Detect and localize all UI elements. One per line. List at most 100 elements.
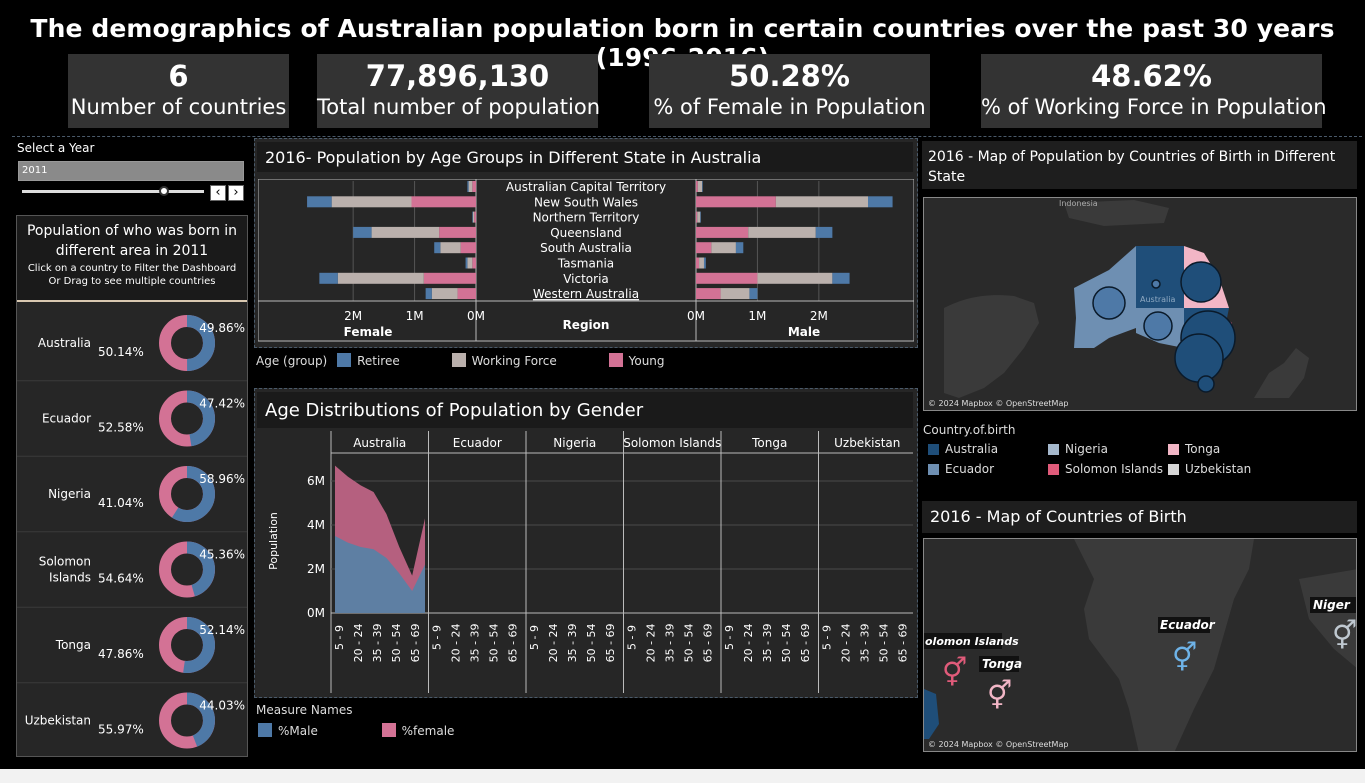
donut-male-slice[interactable]: [159, 541, 215, 598]
map-bubble[interactable]: [1143, 311, 1173, 341]
male-young-bar[interactable]: [696, 288, 721, 300]
female-young-bar[interactable]: [457, 288, 476, 300]
male-working-bar[interactable]: [699, 257, 704, 269]
region-label[interactable]: Tasmania: [557, 257, 614, 271]
country-label[interactable]: Ecuador: [42, 412, 91, 426]
map-bubble[interactable]: [1180, 261, 1222, 303]
male-young-bar[interactable]: [696, 272, 758, 284]
donut-male-slice[interactable]: [159, 466, 215, 522]
legend-item[interactable]: Ecuador: [928, 462, 994, 476]
donut-male-slice[interactable]: [159, 390, 215, 447]
legend-item[interactable]: Working Force: [471, 354, 557, 368]
country-label[interactable]: Islands: [49, 571, 91, 585]
male-young-bar[interactable]: [696, 257, 700, 269]
country-label[interactable]: Nigeria: [48, 487, 91, 501]
female-working-bar[interactable]: [331, 196, 412, 208]
panel-header[interactable]: Solomon Islands: [623, 436, 721, 450]
female-retiree-bar[interactable]: [472, 211, 473, 223]
region-label[interactable]: Northern Territory: [533, 211, 640, 225]
female-young-bar[interactable]: [472, 257, 476, 269]
female-young-bar[interactable]: [460, 242, 476, 254]
donut-male-slice[interactable]: [159, 617, 215, 673]
legend-item[interactable]: Australia: [928, 442, 998, 456]
male-young-bar[interactable]: [696, 196, 776, 208]
male-retiree-bar[interactable]: [735, 242, 744, 254]
region-label[interactable]: Western Australia: [533, 287, 639, 301]
region-label[interactable]: Queensland: [550, 226, 622, 240]
country-label[interactable]: Tonga: [55, 638, 91, 652]
nigeria-marker[interactable]: Niger ⚥: [1310, 597, 1357, 652]
female-young-bar[interactable]: [439, 226, 476, 238]
legend-item[interactable]: Solomon Islands: [1048, 462, 1163, 476]
female-retiree-bar[interactable]: [307, 196, 332, 208]
male-working-bar[interactable]: [748, 226, 816, 238]
map-bubble[interactable]: [1174, 333, 1224, 383]
year-filter-input[interactable]: 2011: [18, 161, 244, 181]
legend-item[interactable]: Uzbekistan: [1168, 462, 1251, 476]
region-label[interactable]: Victoria: [563, 272, 609, 286]
male-working-bar[interactable]: [697, 181, 703, 192]
panel-header[interactable]: Uzbekistan: [834, 436, 900, 450]
panel-header[interactable]: Tonga: [751, 436, 787, 450]
female-working-bar[interactable]: [472, 211, 475, 223]
country-label[interactable]: Australia: [38, 336, 91, 350]
solomon-islands-marker[interactable]: olomon Islands ⚥: [924, 633, 1019, 689]
region-label[interactable]: New South Wales: [534, 195, 638, 209]
legend-item[interactable]: Young: [628, 354, 665, 368]
donut-male-slice[interactable]: [159, 692, 215, 749]
female-young-bar[interactable]: [423, 272, 476, 284]
map-bubble[interactable]: [1197, 375, 1215, 393]
prev-year-button[interactable]: ‹: [210, 185, 226, 201]
male-retiree-bar[interactable]: [749, 288, 758, 300]
legend-item[interactable]: Tonga: [1168, 442, 1220, 456]
male-working-bar[interactable]: [711, 242, 736, 254]
female-retiree-bar[interactable]: [425, 288, 432, 300]
female-retiree-bar[interactable]: [353, 226, 372, 238]
map2-canvas[interactable]: Ecuador ⚥ olomon Islands ⚥ Tonga ⚥ Niger…: [924, 539, 1357, 752]
legend-item[interactable]: %Male: [278, 724, 318, 738]
male-retiree-bar[interactable]: [868, 196, 893, 208]
female-retiree-bar[interactable]: [465, 257, 468, 269]
australia-male-area[interactable]: [335, 536, 425, 613]
male-working-bar[interactable]: [775, 196, 868, 208]
female-retiree-bar[interactable]: [319, 272, 338, 284]
region-label[interactable]: South Australia: [540, 241, 632, 255]
female-working-bar[interactable]: [431, 288, 458, 300]
male-working-bar[interactable]: [757, 272, 833, 284]
female-retiree-bar[interactable]: [434, 242, 441, 254]
panel-header[interactable]: Australia: [353, 436, 406, 450]
female-working-bar[interactable]: [371, 226, 440, 238]
map1[interactable]: Indonesia Australia © 2024 Mapbox © Open…: [923, 197, 1357, 411]
panel-header[interactable]: Ecuador: [453, 436, 502, 450]
region-label[interactable]: Australian Capital Territory: [506, 180, 666, 194]
male-young-bar[interactable]: [696, 242, 712, 254]
male-young-bar[interactable]: [696, 181, 698, 192]
female-young-bar[interactable]: [472, 181, 476, 192]
male-working-bar[interactable]: [697, 211, 701, 223]
female-young-bar[interactable]: [411, 196, 477, 208]
map-state-nt[interactable]: [1136, 246, 1184, 308]
male-retiree-bar[interactable]: [700, 211, 701, 223]
legend-item[interactable]: %female: [401, 724, 455, 738]
year-slider-thumb[interactable]: [158, 186, 169, 196]
male-retiree-bar[interactable]: [832, 272, 850, 284]
female-working-bar[interactable]: [467, 257, 473, 269]
male-retiree-bar[interactable]: [702, 181, 703, 192]
map2[interactable]: Ecuador ⚥ olomon Islands ⚥ Tonga ⚥ Niger…: [923, 538, 1357, 752]
female-working-bar[interactable]: [440, 242, 461, 254]
map1-canvas[interactable]: Indonesia Australia © 2024 Mapbox © Open…: [924, 198, 1357, 411]
male-young-bar[interactable]: [696, 211, 698, 223]
male-retiree-bar[interactable]: [815, 226, 833, 238]
male-retiree-bar[interactable]: [703, 257, 706, 269]
tonga-marker[interactable]: Tonga ⚥: [979, 656, 1022, 712]
country-label[interactable]: Solomon: [39, 555, 91, 569]
year-slider-track[interactable]: [22, 190, 204, 193]
female-working-bar[interactable]: [337, 272, 424, 284]
female-young-bar[interactable]: [474, 211, 476, 223]
panel-header[interactable]: Nigeria: [553, 436, 596, 450]
male-young-bar[interactable]: [696, 226, 749, 238]
country-label[interactable]: Uzbekistan: [25, 714, 91, 728]
donut-charts[interactable]: Australia 50.14% 49.86% Ecuador 52.58% 47.42%…: [17, 303, 247, 756]
legend-item[interactable]: Retiree: [357, 354, 400, 368]
